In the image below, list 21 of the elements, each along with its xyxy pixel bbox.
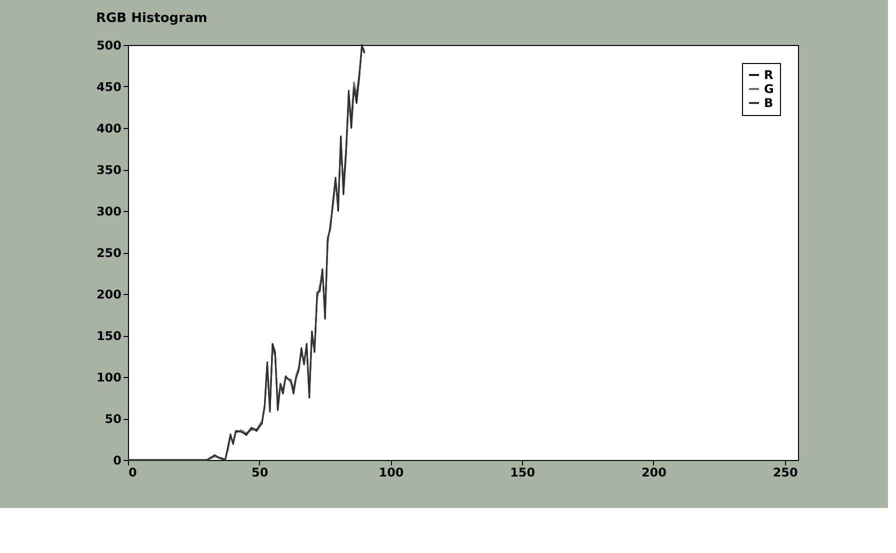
y-tick-label: 300 [96, 204, 122, 218]
y-tick-label: 500 [96, 38, 122, 52]
y-tick-label: 250 [96, 246, 122, 260]
y-tick-label: 400 [96, 122, 122, 136]
x-tick-label: 50 [252, 466, 268, 480]
y-tick-label: 0 [113, 454, 122, 468]
x-tick-label: 0 [128, 466, 137, 480]
chart-title: RGB Histogram [96, 11, 208, 26]
x-tick-label: 200 [641, 466, 667, 480]
x-tick-label: 100 [378, 466, 404, 480]
y-tick-label: 200 [96, 288, 122, 302]
y-tick-label: 350 [96, 163, 122, 177]
y-tick-label: 50 [104, 412, 122, 426]
legend-label: G [764, 82, 774, 96]
x-tick-label: 250 [772, 466, 798, 480]
y-tick-label: 450 [96, 80, 122, 94]
y-tick-label: 150 [96, 329, 122, 343]
y-tick-label: 100 [96, 370, 122, 384]
legend-label: B [764, 96, 774, 110]
x-tick-label: 150 [510, 466, 536, 480]
legend-label: R [764, 68, 774, 82]
